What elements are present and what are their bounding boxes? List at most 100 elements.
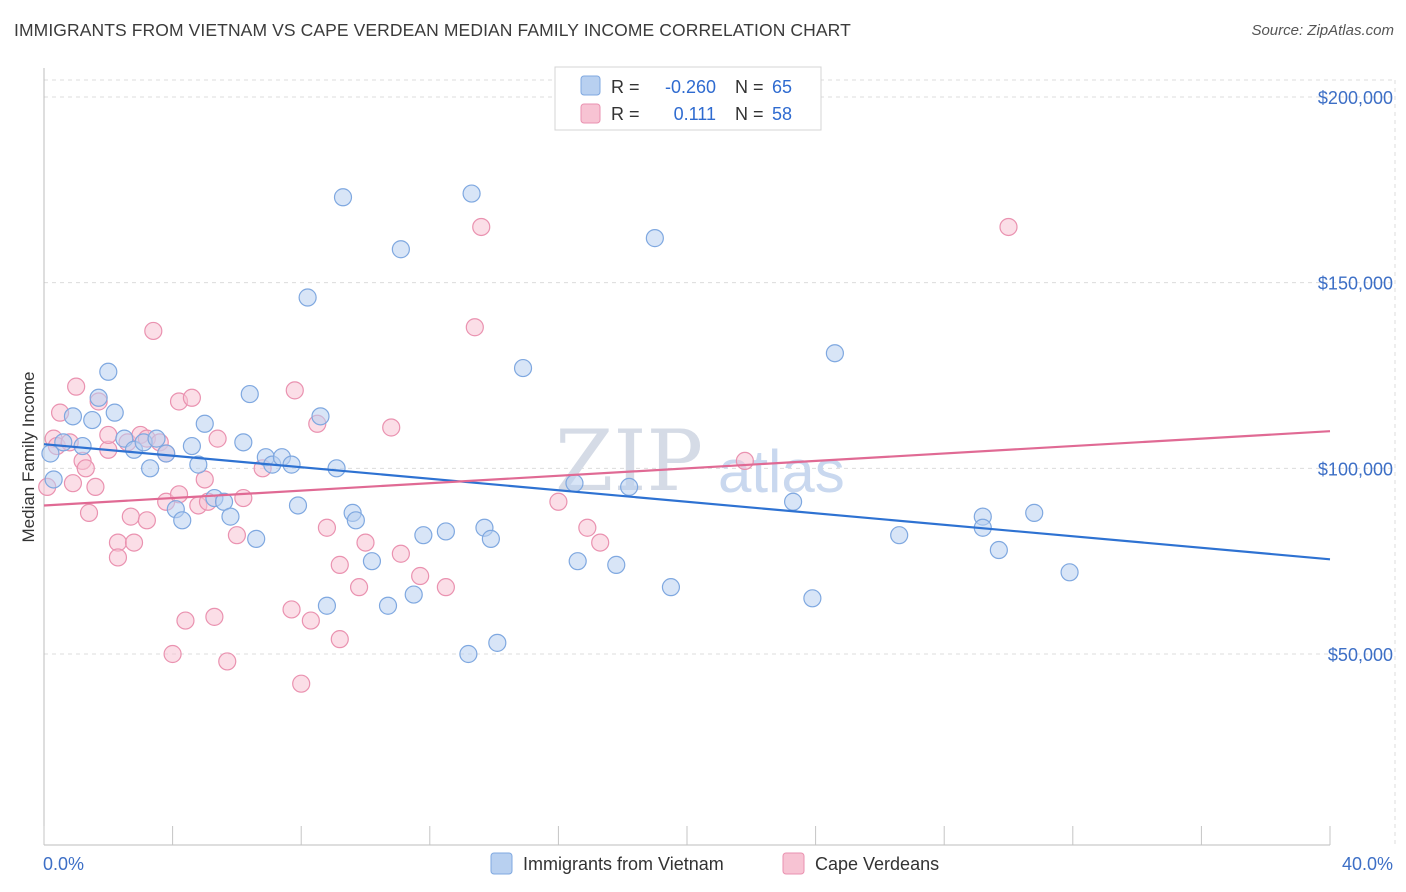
capeverde-point-42 (292, 674, 311, 693)
capeverde-point-20 (137, 511, 156, 530)
capeverde-point-43 (301, 611, 320, 630)
vietnam-point-57 (803, 589, 822, 608)
capeverde-point-5 (63, 474, 83, 493)
vietnam-point-24 (240, 384, 259, 404)
vietnam-point-34 (327, 459, 346, 478)
capeverde-point-60 (999, 217, 1018, 237)
vietnam-point-58 (825, 344, 844, 363)
legend-swatch-vietnam (580, 75, 601, 96)
capeverde-point-22 (144, 321, 163, 341)
vietnam-point-35 (333, 188, 353, 207)
chart-source: Source: ZipAtlas.com (1251, 22, 1394, 39)
bottom-legend-label-capeverde: Cape Verdeans (815, 854, 939, 874)
legend-r-label-vietnam: R = (611, 77, 640, 97)
vietnam-point-52 (607, 555, 626, 574)
vietnam-point-17 (182, 436, 201, 456)
vietnam-point-2 (54, 433, 73, 452)
capeverde-point-57 (578, 518, 597, 537)
capeverde-point-53 (436, 578, 455, 597)
capeverde-point-26 (163, 644, 182, 664)
vietnam-point-29 (282, 455, 301, 474)
vietnam-point-64 (1060, 563, 1079, 582)
capeverde-point-17 (121, 507, 140, 526)
capeverde-point-28 (169, 485, 189, 504)
vietnam-point-54 (645, 229, 664, 248)
vietnam-point-31 (298, 288, 317, 307)
vietnam-point-55 (661, 578, 681, 597)
capeverde-point-30 (182, 388, 201, 407)
capeverde-point-29 (176, 611, 195, 630)
vietnam-point-39 (378, 596, 398, 615)
vietnam-point-63 (1025, 503, 1044, 522)
vietnam-point-5 (83, 410, 102, 430)
legend-r-label-capeverde: R = (611, 104, 640, 124)
legend-r-value-vietnam: -0.260 (665, 77, 716, 97)
vietnam-point-43 (436, 522, 455, 541)
capeverde-point-58 (591, 533, 610, 552)
vietnam-point-59 (890, 526, 909, 545)
trend-line-capeverde (43, 430, 1331, 507)
capeverde-point-59 (735, 451, 754, 471)
capeverde-point-10 (86, 477, 105, 496)
vietnam-point-51 (568, 552, 587, 571)
capeverde-point-6 (67, 377, 86, 396)
vietnam-point-1 (44, 470, 63, 489)
vietnam-point-45 (462, 184, 481, 203)
watermark-atlas: atlas (718, 438, 845, 505)
series-legend: Immigrants from Vietnam Cape Verdeans (490, 852, 939, 875)
y-tick-label-2: $150,000 (1318, 274, 1393, 294)
capeverde-point-50 (382, 418, 401, 437)
vietnam-point-32 (311, 407, 330, 426)
legend-n-value-capeverde: 58 (772, 104, 792, 124)
y-tick-labels: $50,000 $100,000 $150,000 $200,000 (1318, 88, 1393, 665)
trend-line-vietnam (43, 443, 1331, 561)
capeverde-point-40 (282, 600, 301, 619)
vietnam-point-33 (317, 596, 337, 615)
capeverde-point-55 (472, 217, 491, 237)
capeverde-point-48 (349, 578, 369, 597)
capeverde-point-46 (330, 555, 349, 574)
legend-swatch-capeverde (580, 103, 601, 124)
vietnam-point-40 (391, 240, 410, 259)
vietnam-point-48 (488, 633, 507, 652)
vietnam-point-16 (173, 511, 192, 530)
vietnam-point-19 (195, 414, 214, 433)
vietnam-point-14 (157, 444, 176, 463)
chart-title: IMMIGRANTS FROM VIETNAM VS CAPE VERDEAN … (14, 20, 851, 40)
x-tick-label-1: 40.0% (1342, 854, 1393, 874)
vietnam-point-37 (346, 511, 365, 530)
capeverde-point-54 (465, 318, 484, 337)
trend-lines (43, 430, 1331, 561)
capeverde-point-36 (218, 652, 237, 671)
capeverde-point-49 (356, 533, 375, 552)
capeverde-point-37 (227, 526, 246, 545)
vietnam-point-47 (481, 529, 500, 548)
vietnam-point-62 (989, 540, 1008, 560)
y-axis-label: Median Family Income (19, 371, 38, 542)
vietnam-point-53 (620, 477, 639, 496)
vietnam-point-7 (99, 362, 118, 381)
x-tick-label-0: 0.0% (43, 854, 84, 874)
vietnam-point-12 (140, 459, 160, 478)
y-tick-label-0: $50,000 (1328, 645, 1393, 665)
capeverde-point-34 (205, 607, 224, 626)
vietnam-point-41 (404, 585, 423, 604)
vietnam-point-25 (247, 529, 266, 548)
vietnam-point-56 (783, 492, 803, 511)
y-tick-label-3: $200,000 (1318, 88, 1393, 108)
capeverde-point-47 (330, 630, 349, 649)
capeverde-point-9 (79, 503, 99, 522)
correlation-legend: R = -0.260 N = 65 R = 0.111 N = 58 (554, 66, 822, 131)
vietnam-point-18 (189, 455, 208, 474)
capeverde-point-38 (234, 488, 253, 508)
capeverde-point-18 (124, 533, 144, 552)
vietnam-point-44 (459, 644, 478, 664)
vietnam-point-8 (105, 403, 124, 422)
legend-n-label-capeverde: N = (735, 104, 764, 124)
capeverde-point-45 (317, 518, 337, 537)
vietnam-point-30 (288, 496, 308, 515)
capeverde-point-35 (208, 429, 227, 448)
legend-r-value-capeverde: 0.111 (674, 104, 716, 124)
capeverde-point-15 (108, 548, 128, 567)
